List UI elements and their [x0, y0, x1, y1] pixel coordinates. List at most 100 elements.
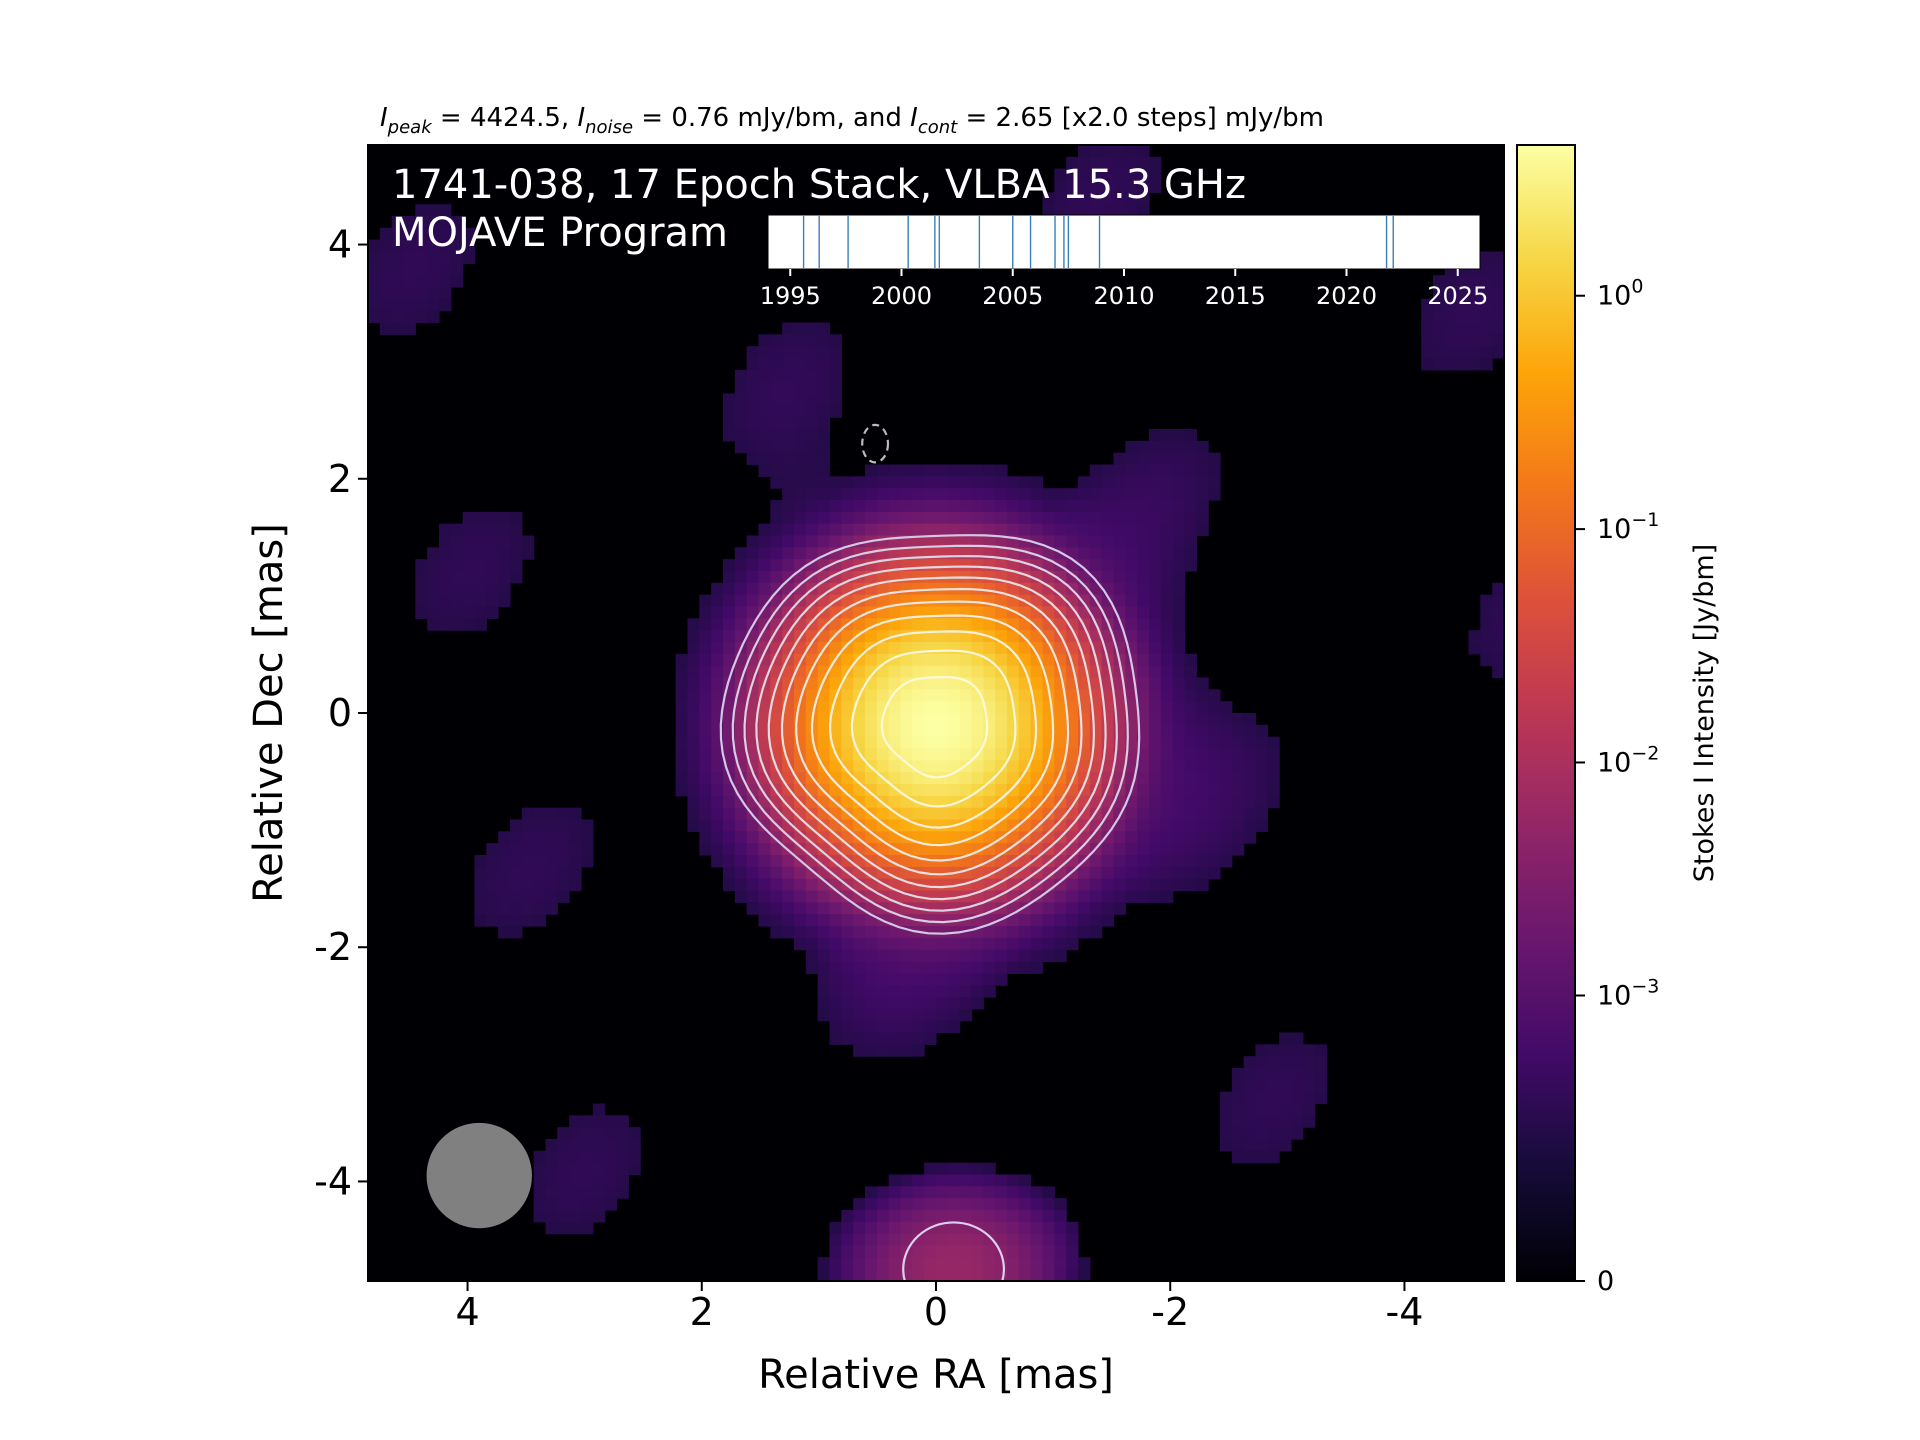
intensity-cell	[1149, 523, 1162, 537]
intensity-cell	[1007, 949, 1020, 963]
intensity-cell	[758, 571, 771, 584]
intensity-cell	[699, 831, 712, 844]
intensity-cell	[1267, 1079, 1280, 1093]
intensity-cell	[983, 488, 996, 501]
epoch-tick-label: 2025	[1427, 282, 1488, 310]
x-axis-label: Relative RA [mas]	[758, 1352, 1114, 1398]
intensity-cell	[1078, 866, 1091, 880]
intensity-cell	[521, 831, 535, 844]
intensity-cell	[1089, 926, 1103, 939]
intensity-cell	[794, 642, 807, 655]
intensity-cell	[711, 677, 724, 690]
intensity-cell	[936, 523, 949, 537]
intensity-cell	[403, 227, 416, 241]
colorbar-tick-label: 100	[1597, 276, 1643, 312]
intensity-cell	[912, 571, 925, 584]
intensity-cell	[782, 334, 795, 347]
intensity-cell	[853, 1198, 866, 1211]
intensity-cell	[581, 1139, 594, 1152]
intensity-cell	[498, 866, 511, 880]
intensity-cell	[924, 748, 937, 761]
intensity-cell	[829, 677, 842, 690]
intensity-cell	[1078, 488, 1091, 501]
intensity-cell	[592, 1210, 606, 1223]
intensity-cell	[427, 310, 440, 324]
intensity-cell	[687, 618, 700, 631]
intensity-cell	[628, 1162, 641, 1176]
intensity-cell	[1018, 961, 1032, 974]
intensity-cell	[450, 547, 464, 560]
intensity-cell	[794, 866, 807, 880]
intensity-cell	[1220, 843, 1233, 856]
intensity-cell	[900, 1174, 913, 1187]
intensity-cell	[746, 417, 760, 430]
intensity-cell	[521, 855, 535, 868]
intensity-cell	[924, 784, 937, 797]
intensity-cell	[569, 843, 582, 856]
intensity-cell	[841, 890, 854, 903]
x-tick-label: 2	[690, 1290, 714, 1334]
intensity-cell	[1279, 1103, 1292, 1116]
intensity-cell	[450, 618, 464, 631]
intensity-cell	[675, 701, 689, 714]
intensity-cell	[1160, 724, 1174, 738]
intensity-cell	[1089, 180, 1103, 193]
intensity-cell	[947, 902, 961, 915]
intensity-cell	[1030, 1221, 1044, 1235]
intensity-cell	[995, 855, 1008, 868]
intensity-cell	[1492, 298, 1504, 312]
intensity-cell	[876, 831, 890, 844]
intensity-cell	[959, 748, 973, 761]
intensity-cell	[983, 926, 996, 939]
intensity-cell	[841, 511, 854, 525]
intensity-cell	[687, 784, 700, 797]
intensity-cell	[1137, 618, 1150, 631]
intensity-cell	[1054, 1245, 1067, 1258]
intensity-cell	[971, 724, 984, 738]
intensity-cell	[936, 748, 949, 761]
intensity-cell	[876, 1269, 890, 1281]
intensity-cell	[1101, 914, 1115, 927]
intensity-cell	[900, 618, 913, 631]
intensity-cell	[1255, 1056, 1268, 1069]
intensity-cell	[817, 511, 831, 525]
intensity-cell	[876, 559, 890, 572]
intensity-cell	[1042, 784, 1055, 797]
intensity-cell	[1480, 653, 1493, 667]
intensity-cell	[1042, 1257, 1055, 1270]
intensity-cell	[1456, 358, 1470, 371]
intensity-cell	[723, 784, 736, 797]
intensity-cell	[1196, 855, 1209, 868]
intensity-cell	[1030, 1198, 1044, 1211]
intensity-cell	[734, 618, 748, 631]
intensity-cell	[569, 1150, 582, 1164]
intensity-cell	[415, 571, 428, 584]
intensity-cell	[427, 618, 440, 631]
intensity-cell	[1137, 523, 1150, 537]
intensity-cell	[912, 807, 925, 821]
intensity-cell	[770, 511, 783, 525]
intensity-cell	[1042, 937, 1055, 951]
intensity-cell	[379, 251, 393, 264]
intensity-cell	[450, 559, 464, 572]
intensity-cell	[782, 393, 795, 406]
intensity-cell	[805, 784, 819, 797]
intensity-cell	[1078, 582, 1091, 596]
intensity-cell	[450, 216, 464, 229]
intensity-cell	[498, 878, 511, 892]
intensity-cell	[1030, 642, 1044, 655]
intensity-cell	[1149, 807, 1162, 821]
intensity-cell	[1066, 180, 1079, 193]
intensity-cell	[510, 866, 523, 880]
intensity-cell	[1243, 1056, 1257, 1069]
intensity-cell	[391, 322, 405, 335]
intensity-cell	[687, 760, 700, 773]
intensity-cell	[391, 239, 405, 253]
intensity-cell	[829, 1221, 842, 1235]
intensity-cell	[628, 1150, 641, 1164]
intensity-cell	[1208, 689, 1221, 702]
intensity-cell	[1149, 156, 1162, 170]
intensity-cell	[983, 949, 996, 963]
intensity-cell	[746, 582, 760, 596]
intensity-cell	[1113, 855, 1126, 868]
